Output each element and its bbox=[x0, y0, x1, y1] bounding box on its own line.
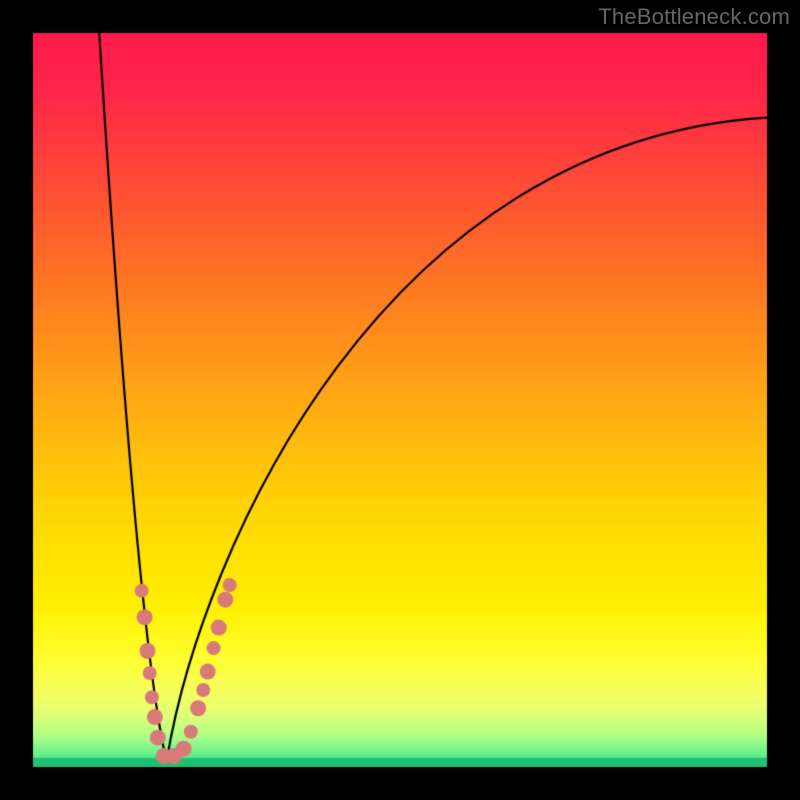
watermark-text: TheBottleneck.com bbox=[598, 4, 790, 30]
plot-canvas bbox=[33, 33, 767, 767]
stage: TheBottleneck.com bbox=[0, 0, 800, 800]
